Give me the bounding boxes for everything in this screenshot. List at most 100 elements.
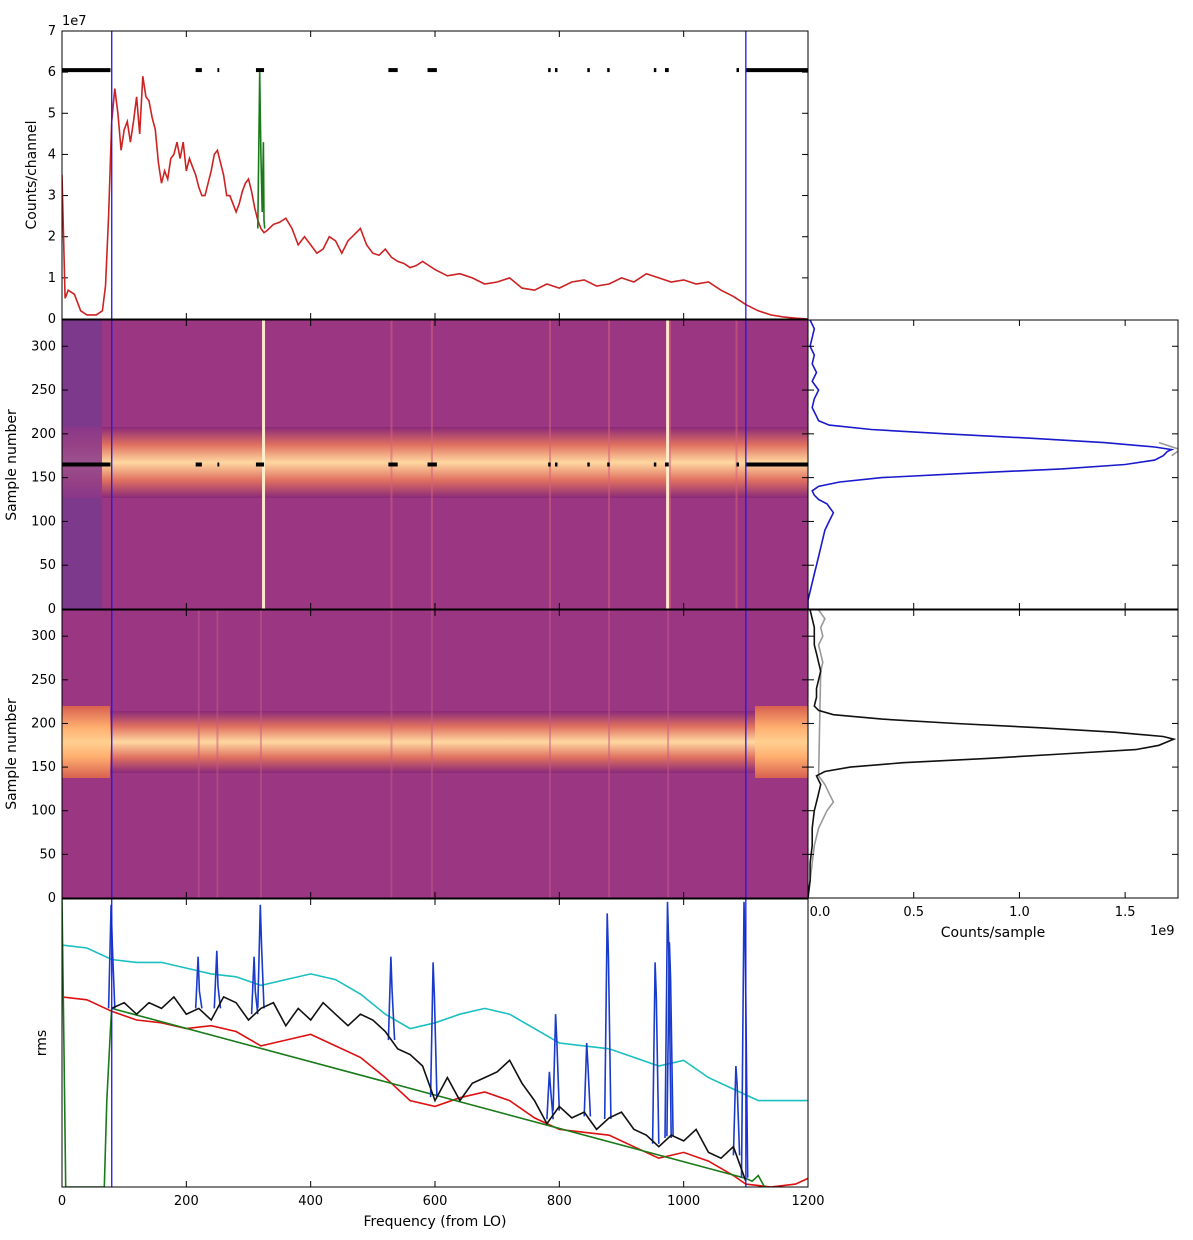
- rms-xtick-label: 0: [58, 1194, 66, 1209]
- r-xtick-label: 1.5: [1115, 905, 1136, 920]
- wf1-vlines: [111, 320, 747, 609]
- rms-xtick-label: 800: [547, 1194, 572, 1209]
- top-ytick-label: 1: [48, 271, 56, 286]
- r1-blue-line: [808, 320, 1175, 609]
- top-ytick-label: 7: [48, 24, 56, 39]
- wf1-ylabel: Sample number: [4, 409, 20, 521]
- waterfall-raw-panel: 0 50 100 150 200 250 300 Sample number: [4, 319, 809, 617]
- wf2-band-right-edge: [755, 706, 808, 778]
- wf1-feature: [668, 320, 671, 609]
- rms-series: [62, 899, 808, 1187]
- rms-green-line: [62, 899, 766, 1187]
- waterfall-cleaned-panel: 0 50 100 150 200 250 300 Sample number: [4, 609, 809, 906]
- wf-ytick-label: 200: [31, 716, 56, 731]
- rms-ticks: 0 200 400 600 800 1000 1200: [58, 899, 825, 1209]
- rms-xtick-label: 400: [298, 1194, 323, 1209]
- wf-ytick-label: 300: [31, 629, 56, 644]
- rms-ylabel: rms: [34, 1030, 50, 1056]
- top-exponent: 1e7: [62, 14, 87, 29]
- top-ytick-label: 6: [48, 65, 56, 80]
- r2-frame: [807, 609, 1179, 899]
- rms-blue-spike: [257, 904, 265, 1009]
- wf2-vertical-features: [197, 610, 670, 898]
- wf-ytick-label: 0: [48, 602, 56, 617]
- top-ytick-label: 5: [48, 106, 56, 121]
- rms-panel: 0 200 400 600 800 1000 1200 rms Frequency (fro…: [34, 898, 825, 1230]
- r2-series: [808, 610, 1177, 898]
- r2-black-line: [808, 610, 1177, 898]
- wf2-feature: [430, 610, 433, 898]
- wf-ytick-label: 100: [31, 804, 56, 819]
- rms-black-line: [111, 995, 747, 1182]
- top-ytick-label: 0: [48, 312, 56, 327]
- top-vlines: [111, 31, 747, 319]
- rms-blue-spike: [732, 1065, 741, 1156]
- top-ticks: 0 1 2 3 4 5 6 7: [48, 24, 809, 327]
- rms-blue-spike: [552, 1014, 561, 1111]
- wf-ytick-label: 250: [31, 673, 56, 688]
- rms-blue-spike: [603, 913, 612, 1120]
- r2-grey-line: [808, 610, 835, 898]
- top-ytick-label: 2: [48, 230, 56, 245]
- wf-ytick-label: 200: [31, 427, 56, 442]
- top-ytick-label: 3: [48, 189, 56, 204]
- rms-xlabel: Frequency (from LO): [363, 1214, 506, 1230]
- r-xtick-label: 1.0: [1009, 905, 1030, 920]
- rms-blue-spike: [387, 956, 396, 1041]
- rms-blue-spike: [651, 962, 660, 1144]
- r1-series: [808, 320, 1178, 609]
- rms-vlines: [111, 899, 747, 1187]
- r1-grey-line: [1158, 441, 1178, 457]
- top-ytick-label: 4: [48, 147, 56, 162]
- flagged-line: [257, 72, 266, 229]
- rms-blue-spike: [666, 942, 674, 1137]
- r2-plot-area: [808, 610, 1178, 898]
- top-ylabel: Counts/channel: [24, 121, 40, 230]
- wf-ytick-label: 50: [39, 847, 56, 862]
- rms-xtick-label: 1200: [791, 1194, 824, 1209]
- top-plot-area: [62, 31, 808, 319]
- top-series: [62, 72, 808, 319]
- wf2-vlines: [111, 610, 747, 898]
- wf2-feature: [216, 610, 219, 898]
- right-profile-lower: 0.0 0.5 1.0 1.5 Counts/sample 1e9: [807, 609, 1179, 941]
- rms-xtick-label: 200: [174, 1194, 199, 1209]
- rms-blue-spike: [546, 1071, 554, 1120]
- r-xtick-label: 0.5: [903, 905, 924, 920]
- right-exponent: 1e9: [1150, 924, 1175, 939]
- wf2-feature: [197, 610, 200, 898]
- rms-blue-spike: [583, 1042, 592, 1117]
- right-xlabel: Counts/sample: [941, 925, 1046, 941]
- rms-xtick-label: 1000: [667, 1194, 700, 1209]
- wf2-band-left-edge: [62, 706, 110, 778]
- wf2-feature: [667, 610, 670, 898]
- wf2-feature: [390, 610, 393, 898]
- wf2-band: [62, 711, 808, 773]
- rms-red-line: [62, 996, 808, 1187]
- wf-ytick-label: 50: [39, 558, 56, 573]
- r1-frame: [807, 319, 1179, 610]
- right-profile-upper: [807, 319, 1179, 610]
- rms-blue-spike: [250, 956, 259, 1015]
- spectrum-line: [62, 76, 808, 319]
- rms-xtick-label: 600: [423, 1194, 448, 1209]
- top-spectrum-panel: 0 1 2 3 4 5 6 7 1e7 Counts/channel: [24, 14, 809, 327]
- wf2-feature: [259, 610, 262, 898]
- r-xtick-label: 0.0: [810, 905, 831, 920]
- wf-ytick-label: 0: [48, 891, 56, 906]
- rms-blue-spike: [429, 962, 438, 1098]
- wf-ytick-label: 300: [31, 339, 56, 354]
- wf2-ticks: 0 50 100 150 200 250 300: [31, 610, 809, 906]
- wf2-ylabel: Sample number: [4, 698, 20, 810]
- wf2-feature: [549, 610, 552, 898]
- rms-frame: [61, 898, 809, 1188]
- rms-blue-spike: [213, 950, 222, 1009]
- rms-blue-spike: [664, 901, 672, 1139]
- wf2-feature: [608, 610, 611, 898]
- top-frame: [61, 30, 809, 320]
- wf-ytick-label: 150: [31, 471, 56, 486]
- wf-ytick-label: 250: [31, 383, 56, 398]
- rms-blue-spike: [194, 956, 203, 1009]
- wf-ytick-label: 150: [31, 760, 56, 775]
